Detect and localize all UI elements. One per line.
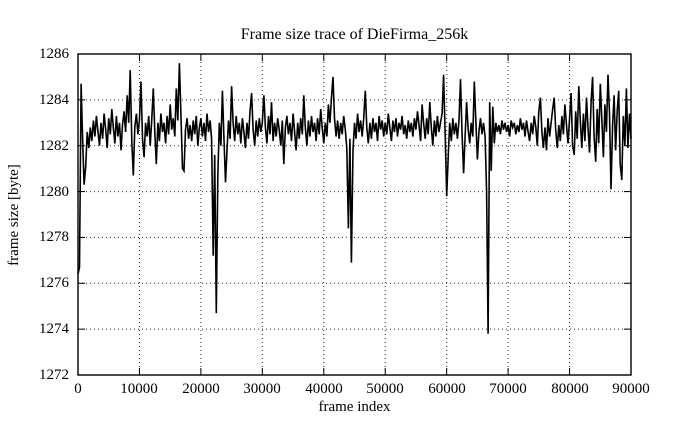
x-tick-label: 40000	[305, 381, 343, 397]
x-tick-label: 10000	[120, 381, 158, 397]
x-tick-label: 90000	[612, 381, 650, 397]
x-tick-label: 20000	[182, 381, 220, 397]
y-tick-label: 1282	[39, 138, 69, 154]
grid-lines	[78, 54, 631, 375]
y-tick-label: 1286	[39, 46, 69, 62]
y-tick-label: 1278	[39, 229, 69, 245]
x-tick-label: 50000	[366, 381, 404, 397]
plot-border	[77, 53, 632, 376]
y-tick-label: 1280	[39, 184, 69, 200]
x-tick-label: 70000	[489, 381, 527, 397]
y-tick-label: 1272	[39, 367, 69, 383]
y-tick-label: 1284	[39, 92, 69, 108]
chart-title: Frame size trace of DieFirma_256k	[240, 26, 469, 43]
x-tick-label: 80000	[551, 381, 589, 397]
y-tick-label: 1276	[39, 275, 69, 291]
x-tick-label: 0	[74, 381, 82, 397]
tick-marks	[77, 53, 632, 376]
x-axis-label: frame index	[318, 399, 391, 415]
trace-line	[77, 63, 632, 334]
y-tick-label: 1274	[39, 321, 69, 337]
x-tick-label: 60000	[428, 381, 466, 397]
x-tick-label: 30000	[243, 381, 281, 397]
